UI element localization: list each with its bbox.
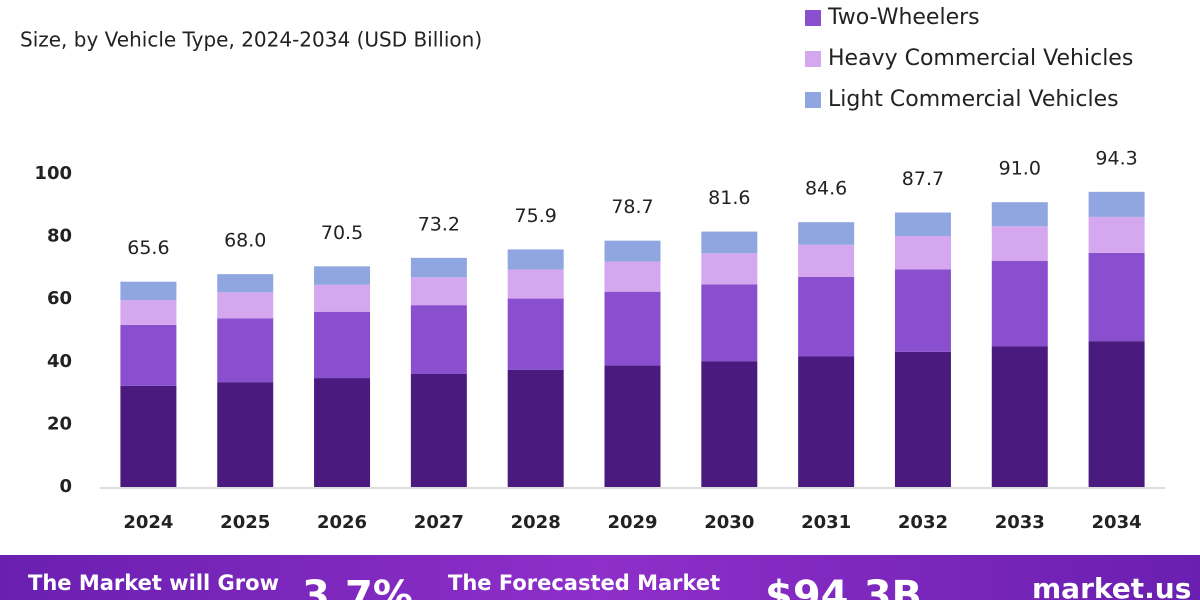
bar-segment [507, 269, 564, 299]
bar-segment [1088, 216, 1145, 253]
bar-segment [410, 305, 467, 375]
bar-segment [507, 249, 564, 270]
bar-segment [701, 284, 758, 362]
bar-segment [314, 378, 371, 487]
bar-segment [217, 318, 274, 383]
bar-segment [1088, 252, 1145, 342]
total-label: 94.3 [1095, 147, 1137, 169]
bar-segment [894, 351, 951, 487]
bar-segment [894, 269, 951, 352]
bar-segment [991, 346, 1048, 487]
footer-brand: market.us [1032, 572, 1191, 600]
bar-segment [798, 222, 855, 245]
legend-label: Two-Wheelers [827, 5, 980, 30]
bar-segment [604, 365, 661, 487]
total-label: 91.0 [999, 158, 1041, 180]
bar-segment [217, 292, 274, 319]
bar-segment [991, 202, 1048, 227]
bar-segment [120, 300, 177, 325]
bar-segment [894, 212, 951, 236]
bar-segment [991, 261, 1048, 347]
bar-segment [507, 298, 564, 370]
legend-swatch [805, 10, 821, 26]
bar-segment [1088, 191, 1145, 217]
footer-forecast: The Forecasted Market [448, 571, 720, 595]
bar-segment [507, 369, 564, 487]
bar-segment [604, 240, 661, 262]
bar-segment [894, 235, 951, 270]
bar-segment [217, 382, 274, 487]
bar-segment [604, 261, 661, 292]
footer-value: $94.3B [765, 573, 922, 600]
bar-segment [798, 276, 855, 357]
bar-segment [410, 257, 467, 278]
bar-segment [120, 281, 177, 301]
bar-segment [314, 311, 371, 379]
footer-grow: The Market will Grow [28, 571, 279, 595]
total-label: 65.6 [127, 237, 169, 259]
legend-swatch [805, 51, 821, 67]
bar-segment [120, 385, 177, 487]
legend-label: Heavy Commercial Vehicles [828, 46, 1133, 71]
x-tick-label: 2034 [1092, 512, 1142, 533]
y-tick-label: 0 [59, 476, 72, 497]
x-tick-label: 2031 [801, 512, 851, 533]
total-label: 81.6 [708, 187, 750, 209]
y-tick-label: 80 [47, 226, 72, 247]
total-label: 87.7 [902, 168, 944, 190]
bar-segment [604, 291, 661, 366]
total-label: 73.2 [418, 213, 460, 235]
total-label: 84.6 [805, 178, 847, 200]
bar-segment [120, 324, 177, 386]
bar-segment [991, 226, 1048, 262]
bar-segment [410, 374, 467, 487]
bar-segment [701, 231, 758, 254]
x-tick-label: 2030 [704, 512, 754, 533]
bar-segment [314, 284, 371, 312]
x-tick-label: 2029 [607, 512, 657, 533]
x-tick-label: 2025 [220, 512, 270, 533]
bar-segment [701, 253, 758, 285]
total-label: 75.9 [515, 205, 557, 227]
chart-subtitle: Size, by Vehicle Type, 2024-2034 (USD Bi… [20, 28, 482, 52]
total-label: 78.7 [611, 196, 653, 218]
bar-segment [410, 277, 467, 306]
total-label: 70.5 [321, 222, 363, 244]
legend-label: Light Commercial Vehicles [828, 87, 1119, 112]
y-tick-label: 100 [34, 163, 72, 184]
bar-segment [1088, 341, 1145, 487]
x-tick-label: 2024 [123, 512, 173, 533]
x-tick-label: 2033 [995, 512, 1045, 533]
x-tick-label: 2027 [414, 512, 464, 533]
bar-segment [701, 361, 758, 487]
y-tick-label: 20 [47, 413, 72, 434]
x-tick-label: 2032 [898, 512, 948, 533]
x-tick-label: 2026 [317, 512, 367, 533]
bar-segment [217, 274, 274, 293]
legend-swatch [805, 92, 821, 108]
bar-segment [798, 356, 855, 487]
y-tick-label: 60 [47, 288, 72, 309]
footer-banner [0, 555, 1200, 600]
footer-cagr: 3.7% [302, 573, 413, 600]
y-tick-label: 40 [47, 351, 72, 372]
total-label: 68.0 [224, 230, 266, 252]
bar-segment [314, 266, 371, 285]
x-tick-label: 2028 [511, 512, 561, 533]
bar-segment [798, 244, 855, 277]
